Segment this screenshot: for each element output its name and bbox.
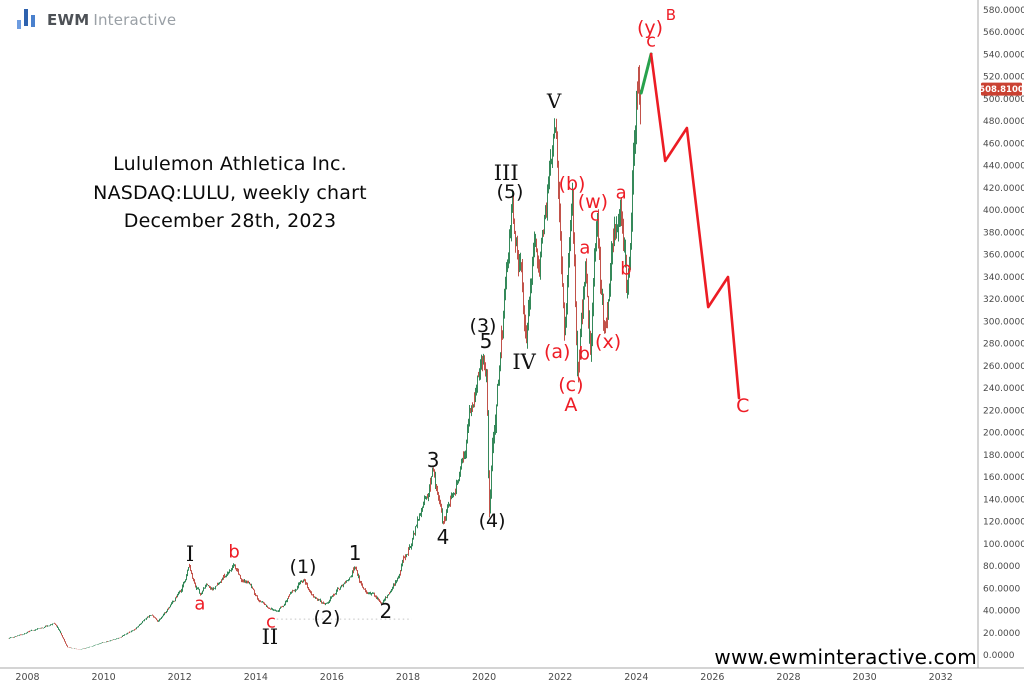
wave-label: 4 <box>437 525 450 549</box>
year-tick-label: 2028 <box>776 672 800 683</box>
price-tick-label: 160.0000 <box>983 473 1024 483</box>
wave-label: (4) <box>479 510 506 532</box>
price-tick-label: 100.0000 <box>983 540 1024 550</box>
year-tick-label: 2012 <box>168 672 192 683</box>
wave-label: (5) <box>497 181 524 203</box>
price-tick-label: 440.0000 <box>983 162 1024 172</box>
wave-label: III <box>494 161 519 185</box>
wave-label: V <box>546 89 562 113</box>
price-tick-label: 320.0000 <box>983 295 1024 305</box>
ewm-logo-light: Interactive <box>93 11 177 29</box>
price-tick-label: 520.0000 <box>983 73 1024 83</box>
year-tick-label: 2016 <box>320 672 344 683</box>
wave-label: (x) <box>595 331 621 353</box>
wave-label: a <box>194 594 205 615</box>
last-price-badge <box>981 82 1022 96</box>
wave-label: (w) <box>578 191 608 213</box>
wave-label: a <box>616 183 627 204</box>
price-tick-label: 40.0000 <box>983 607 1020 617</box>
wave-label: A <box>564 394 577 416</box>
price-tick-label: 280.0000 <box>983 340 1024 350</box>
year-tick-label: 2014 <box>244 672 268 683</box>
price-tick-label: 80.0000 <box>983 562 1020 572</box>
wave-label: b <box>620 259 631 280</box>
title-date: December 28th, 2023 <box>123 210 337 232</box>
year-tick-label: 2024 <box>624 672 648 683</box>
price-tick-label: 420.0000 <box>983 184 1024 194</box>
year-tick-label: 2020 <box>472 672 496 683</box>
price-tick-label: 400.0000 <box>983 206 1024 216</box>
year-tick-label: 2010 <box>92 672 116 683</box>
title-symbol: NASDAQ:LULU, weekly chart <box>93 181 367 204</box>
price-tick-label: 140.0000 <box>983 495 1024 505</box>
wave-label: (c) <box>558 374 583 396</box>
wave-label: 2 <box>380 599 393 623</box>
candlestick-series <box>8 65 641 650</box>
wave-label: C <box>736 395 749 417</box>
year-tick-label: 2008 <box>15 672 39 683</box>
wave-label: (y) <box>637 17 663 39</box>
year-tick-label: 2030 <box>853 672 877 683</box>
price-tick-label: 480.0000 <box>983 117 1024 127</box>
year-tick-label: 2022 <box>548 672 572 683</box>
ewm-logo-bars-icon <box>17 9 35 29</box>
wave-label: c <box>646 31 656 52</box>
price-tick-label: 580.0000 <box>983 6 1024 16</box>
wave-label: (a) <box>544 341 570 363</box>
wave-label: (3) <box>470 315 497 337</box>
year-tick-label: 2018 <box>396 672 420 683</box>
wave-label: c <box>590 205 600 226</box>
wave-label: (2) <box>314 607 341 629</box>
price-tick-label: 0.0000 <box>983 651 1015 661</box>
year-tick-label: 2032 <box>929 672 953 683</box>
price-tick-label: 200.0000 <box>983 429 1024 439</box>
wave-label: 3 <box>427 448 440 472</box>
price-tick-label: 220.0000 <box>983 406 1024 416</box>
wave-label: 1 <box>349 541 362 565</box>
title-company: Lululemon Athletica Inc. <box>113 153 347 175</box>
price-tick-label: 360.0000 <box>983 251 1024 261</box>
price-tick-label: 60.0000 <box>983 584 1020 594</box>
price-tick-label: 560.0000 <box>983 28 1024 38</box>
price-tick-label: 260.0000 <box>983 362 1024 372</box>
price-tick-label: 340.0000 <box>983 273 1024 283</box>
price-tick-label: 460.0000 <box>983 139 1024 149</box>
wave-label: IV <box>512 350 536 374</box>
projection-red-line <box>649 52 741 400</box>
price-tick-label: 240.0000 <box>983 384 1024 394</box>
wave-label: (b) <box>559 173 586 195</box>
price-tick-label: 120.0000 <box>983 518 1024 528</box>
ewm-logo-bold: EWM <box>47 11 90 29</box>
wave-label: b <box>578 344 589 365</box>
price-tick-label: 540.0000 <box>983 50 1024 60</box>
chart-title: Lululemon Athletica Inc. NASDAQ:LULU, we… <box>70 150 390 236</box>
price-tick-label: 20.0000 <box>983 629 1020 639</box>
wave-label: B <box>666 6 676 24</box>
wave-label: 5 <box>480 329 493 353</box>
wave-label: a <box>579 238 590 259</box>
wave-label: b <box>228 542 239 563</box>
projection-green-line <box>639 52 653 95</box>
price-tick-label: 500.0000 <box>983 95 1024 105</box>
ewm-logo: EWM Interactive <box>16 7 176 33</box>
watermark-link[interactable]: www.ewminteractive.com <box>714 645 977 669</box>
last-price-badge-value: 508.8100 <box>979 85 1024 95</box>
year-tick-label: 2026 <box>700 672 724 683</box>
ewm-logo-text: EWM Interactive <box>47 11 176 29</box>
price-tick-label: 180.0000 <box>983 451 1024 461</box>
wave-label: I <box>186 542 194 566</box>
price-tick-label: 300.0000 <box>983 317 1024 327</box>
price-tick-label: 380.0000 <box>983 228 1024 238</box>
wave-label: c <box>266 612 276 633</box>
wave-label: II <box>262 625 279 649</box>
wave-label: (1) <box>290 556 317 578</box>
